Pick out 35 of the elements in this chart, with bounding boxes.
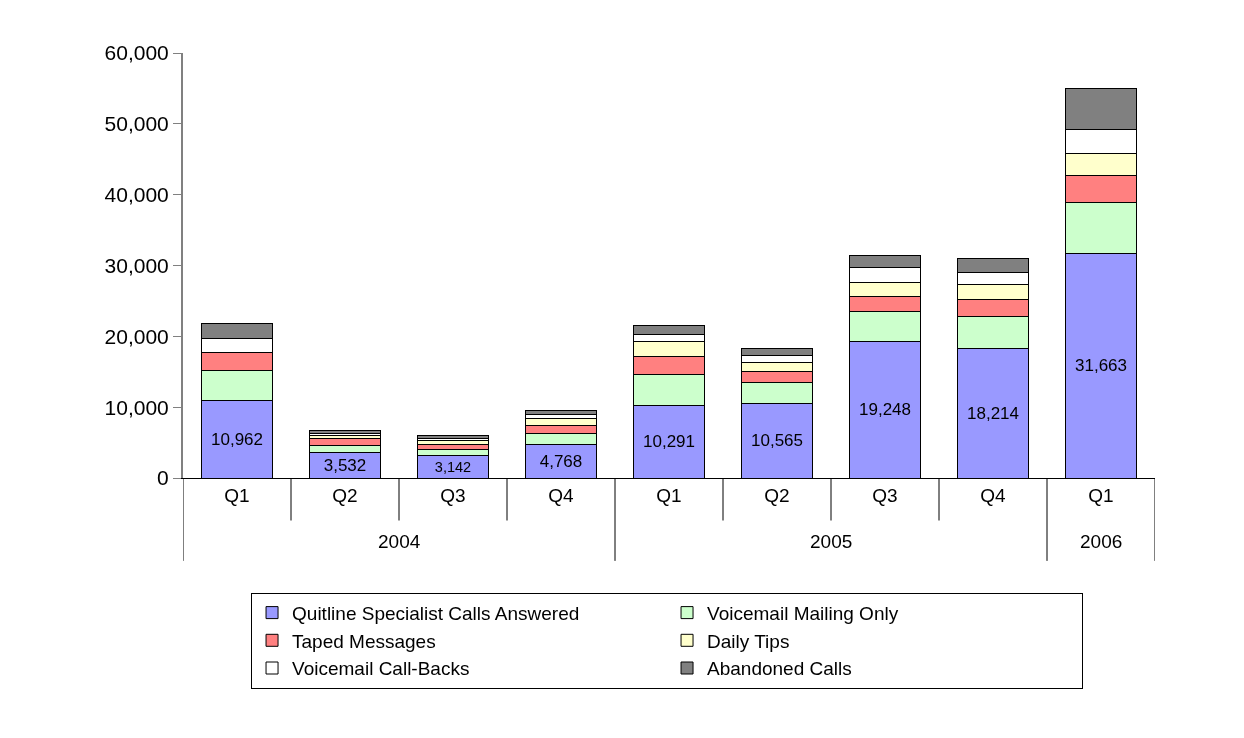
data-label: 10,962 (211, 429, 263, 449)
y-tick-label: 20,000 (104, 324, 169, 348)
x-tick-label: Q4 (980, 484, 1007, 506)
x-tick-label: Q2 (764, 484, 790, 506)
x-tick-label: Q2 (332, 484, 358, 506)
legend-label: Taped Messages (292, 630, 436, 652)
x-tick-label: Q4 (548, 484, 575, 506)
y-tick-label: 10,000 (104, 395, 169, 419)
text: 2004 (378, 531, 421, 552)
legend-label: Voicemail Call-Backs (292, 658, 470, 680)
data-label: 19,248 (859, 400, 911, 420)
y-tick-label: 30,000 (104, 253, 169, 277)
y-tick-label: 0 (157, 466, 169, 490)
x-tick-label: Q1 (1088, 484, 1114, 506)
x-tick-label: Q3 (440, 484, 466, 506)
legend-label: Voicemail Mailing Only (707, 603, 899, 625)
y-tick-label: 60,000 (104, 41, 169, 65)
data-label: 4,768 (539, 451, 583, 471)
legend-label: Quitline Specialist Calls Answered (292, 603, 580, 625)
bar (525, 409, 597, 415)
data-label: 31,663 (1075, 356, 1127, 376)
data-label: 18,214 (967, 403, 1019, 423)
y-tick-label: 40,000 (104, 183, 169, 207)
x-tick-label: Q1 (224, 484, 250, 506)
data-label: 3,142 (434, 458, 472, 475)
x-tick-label: Q1 (656, 484, 682, 506)
y-tick-label: 50,000 (104, 112, 169, 136)
data-label: 3,532 (323, 455, 367, 475)
text: 2006 (1080, 531, 1123, 552)
text: 2005 (810, 531, 853, 552)
legend-label: Abandoned Calls (707, 658, 852, 680)
x-tick-label: Q3 (872, 484, 898, 506)
data-label: 10,565 (751, 431, 803, 451)
legend-label: Daily Tips (707, 630, 790, 652)
data-label: 10,291 (643, 432, 695, 452)
